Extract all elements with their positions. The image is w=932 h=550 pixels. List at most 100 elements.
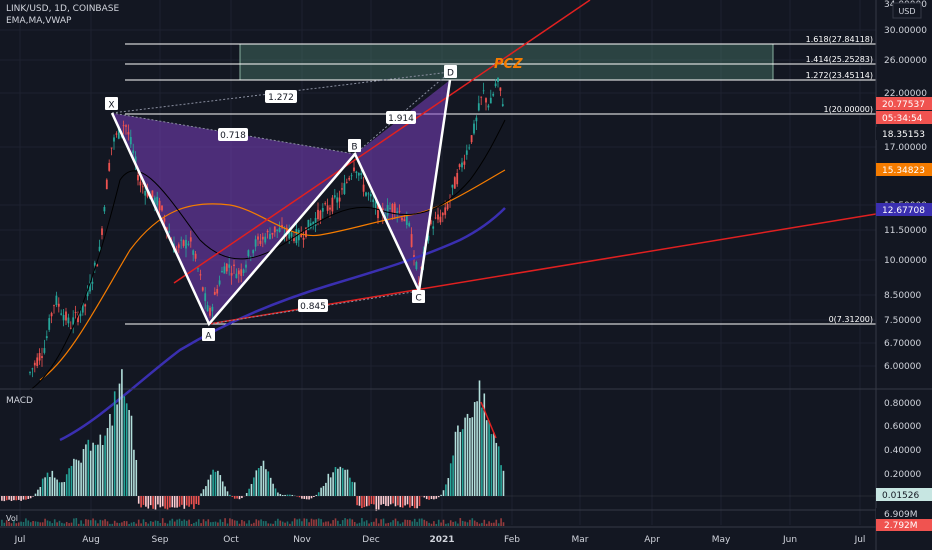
macd-bar [269, 477, 272, 496]
volume-bar [27, 520, 30, 526]
macd-bar [442, 490, 445, 496]
volume-bar [217, 522, 219, 526]
macd-bar [337, 468, 339, 496]
chart-legend[interactable]: LINK/USD, 1D, COINBASE EMA,MA,VWAP [6, 4, 119, 26]
volume-bar [233, 520, 236, 526]
volume-badge-2: 2.792M [876, 519, 932, 531]
candle-body [482, 90, 485, 92]
volume-bar [490, 522, 493, 526]
candle-body [353, 167, 355, 171]
macd-bar [272, 483, 274, 496]
volume-bar [94, 520, 97, 526]
price-badge-vwap: 18.35153 [876, 127, 932, 140]
macd-bar [380, 496, 382, 505]
point-d[interactable]: D [444, 65, 457, 79]
point-c[interactable]: C [412, 290, 425, 304]
volume-bar [219, 519, 222, 526]
macd-bar [303, 496, 306, 499]
macd-bar [394, 496, 397, 507]
macd-divergence-line [480, 401, 497, 439]
svg-text:Jul: Jul [14, 535, 26, 545]
macd-bar [466, 413, 469, 496]
macd-bar [454, 431, 457, 496]
volume-bar [39, 522, 42, 526]
macd-bar [409, 496, 411, 508]
candle-body [355, 171, 358, 173]
macd-bar [325, 482, 327, 496]
candle-body [197, 268, 199, 270]
macd-bar [202, 489, 205, 496]
point-x[interactable]: X [105, 97, 118, 111]
candle-body [113, 137, 115, 142]
candle-body [235, 273, 238, 279]
fib-labels: 1.618(27.84118) 1.414(25.25283) 1.272(23… [806, 35, 873, 324]
macd-bar [233, 496, 236, 499]
macd-bar [169, 496, 171, 508]
volume-bar [389, 522, 392, 526]
candle-body [456, 173, 459, 185]
volume-bar [25, 518, 27, 526]
volume-bar [34, 521, 37, 526]
candle-body [89, 281, 91, 292]
volume-bar [411, 521, 414, 526]
macd-bar [22, 496, 25, 500]
macd-bar [406, 496, 409, 505]
macd-bar [397, 496, 399, 506]
volume-bar [502, 522, 505, 526]
volume-bar [101, 520, 104, 526]
candle-body [163, 218, 166, 222]
volume-bar [147, 523, 150, 526]
point-a-label: A [205, 332, 212, 342]
macd-bar [29, 496, 32, 499]
candle-body [221, 271, 223, 273]
volume-bar [133, 521, 135, 526]
volume-bar [152, 521, 154, 526]
macd-bar [5, 496, 8, 501]
candle-body [485, 98, 487, 103]
volume-bar [293, 518, 296, 526]
macd-bar [195, 496, 198, 505]
point-b[interactable]: B [348, 139, 361, 153]
volume-bar [481, 522, 483, 526]
macd-current-badge: 0.01526 [876, 488, 932, 501]
macd-bar [449, 463, 452, 496]
svg-text:Apr: Apr [644, 535, 660, 545]
candle-body [297, 230, 300, 241]
candle-body [201, 287, 204, 291]
macd-bar [289, 494, 291, 496]
volume-bar [497, 523, 500, 526]
candle-body [386, 205, 389, 216]
price-badge-ema: 15.34823 [876, 163, 932, 176]
volume-bar [80, 520, 82, 526]
time-axis-labels: Jul Aug Sep Oct Nov Dec 2021 Feb Mar Apr… [14, 535, 866, 545]
volume-bar [269, 523, 272, 526]
svg-text:Mar: Mar [572, 535, 589, 545]
svg-text:6.909M: 6.909M [884, 510, 918, 520]
volume-bar [488, 521, 490, 526]
macd-bar [231, 496, 234, 497]
candle-body [31, 368, 34, 370]
volume-bar [394, 518, 397, 526]
candle-body [257, 236, 259, 240]
volume-bar [346, 519, 349, 526]
volume-bar [291, 521, 294, 526]
volume-bar [202, 519, 205, 526]
volume-bar [1, 519, 3, 526]
macd-bar [92, 442, 94, 496]
macd-bar [452, 455, 454, 496]
macd-bar [185, 496, 188, 506]
candle-body [204, 293, 207, 302]
volume-bar [241, 519, 243, 526]
candle-body [321, 208, 324, 212]
point-a[interactable]: A [202, 328, 215, 342]
macd-bar [250, 483, 253, 496]
macd-bar [82, 449, 85, 496]
candle-body [487, 105, 490, 108]
currency-badge[interactable]: USD [892, 2, 922, 19]
macd-bar [118, 383, 121, 496]
volume-bar [37, 521, 39, 526]
point-c-label: C [415, 294, 421, 304]
volume-bar [425, 521, 428, 526]
volume-bar [430, 523, 433, 526]
